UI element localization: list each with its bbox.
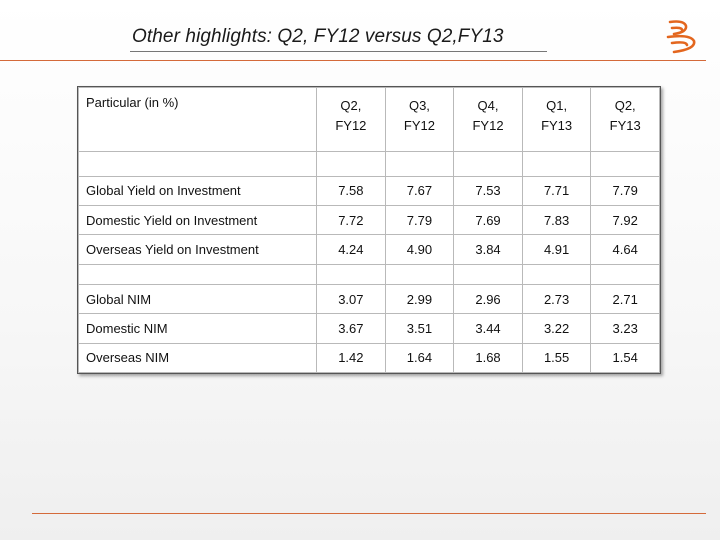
header-col-fy: FY12 <box>472 118 504 133</box>
blank-cell <box>590 150 660 177</box>
row-value: 3.22 <box>521 313 592 344</box>
header-rule <box>0 60 706 61</box>
row-label: Overseas Yield on Investment <box>77 234 318 265</box>
blank-cell <box>590 263 660 286</box>
row-value: 7.58 <box>316 175 386 207</box>
highlights-table: Particular (in %) Q2, FY12 Q3, FY12 Q4, FY1… <box>77 87 660 374</box>
header-col-q: Q3, <box>408 98 430 113</box>
header-col-q: Q2, <box>614 98 636 113</box>
row-value: 7.79 <box>384 205 455 236</box>
header-col-q: Q1, <box>546 98 568 113</box>
blank-cell <box>521 150 592 177</box>
table-row: Global Yield on Investment 7.58 7.67 7.5… <box>77 175 660 207</box>
row-value: 7.53 <box>453 175 523 207</box>
header-col-fy: FY12 <box>335 118 367 133</box>
blank-cell <box>384 263 455 286</box>
header-col-5: Q2, FY13 <box>590 87 660 152</box>
row-value: 3.07 <box>316 284 386 315</box>
row-value: 1.42 <box>316 342 386 374</box>
row-label: Overseas NIM <box>77 342 318 374</box>
table-row: Global NIM 3.07 2.99 2.96 2.73 2.71 <box>77 284 660 315</box>
header-col-1: Q2, FY12 <box>316 87 386 152</box>
footer-rule <box>32 513 706 514</box>
blank-cell <box>453 150 523 177</box>
row-value: 7.72 <box>316 205 386 236</box>
row-value: 7.69 <box>453 205 523 236</box>
row-value: 7.67 <box>384 175 455 207</box>
blank-cell <box>453 263 523 286</box>
highlights-table-container: Particular (in %) Q2, FY12 Q3, FY12 Q4, FY1… <box>77 86 661 374</box>
header-col-q: Q2, <box>340 98 362 113</box>
row-value: 1.68 <box>453 342 523 374</box>
header-col-4: Q1, FY13 <box>521 87 592 152</box>
spacer-row <box>77 263 660 286</box>
blank-cell <box>316 150 386 177</box>
table-row: Domestic Yield on Investment 7.72 7.79 7… <box>77 205 660 236</box>
table-body-group-2: Global NIM 3.07 2.99 2.96 2.73 2.71 Dome… <box>77 284 660 374</box>
table-row: Overseas NIM 1.42 1.64 1.68 1.55 1.54 <box>77 342 660 374</box>
header-col-3: Q4, FY12 <box>453 87 523 152</box>
row-value: 3.67 <box>316 313 386 344</box>
row-value: 1.64 <box>384 342 455 374</box>
row-label: Domestic Yield on Investment <box>77 205 318 236</box>
blank-cell <box>77 150 318 177</box>
row-value: 3.44 <box>453 313 523 344</box>
row-value: 2.71 <box>590 284 660 315</box>
title-underline <box>130 51 547 52</box>
table-row: Domestic NIM 3.67 3.51 3.44 3.22 3.23 <box>77 313 660 344</box>
row-value: 2.96 <box>453 284 523 315</box>
row-value: 4.24 <box>316 234 386 265</box>
row-value: 7.92 <box>590 205 660 236</box>
row-value: 7.79 <box>590 175 660 207</box>
bank-of-baroda-logo-icon <box>666 20 696 54</box>
row-value: 3.84 <box>453 234 523 265</box>
row-label: Global NIM <box>77 284 318 315</box>
blank-cell <box>384 150 455 177</box>
row-value: 7.71 <box>521 175 592 207</box>
header-col-fy: FY13 <box>541 118 573 133</box>
blank-cell <box>521 263 592 286</box>
header-col-fy: FY12 <box>403 118 435 133</box>
row-label: Global Yield on Investment <box>77 175 318 207</box>
row-value: 2.99 <box>384 284 455 315</box>
blank-cell <box>316 263 386 286</box>
header-col-2: Q3, FY12 <box>384 87 455 152</box>
row-value: 3.23 <box>590 313 660 344</box>
blank-cell <box>77 263 318 286</box>
header-col-q: Q4, <box>477 98 499 113</box>
blank-row <box>77 150 660 177</box>
row-value: 2.73 <box>521 284 592 315</box>
row-value: 4.91 <box>521 234 592 265</box>
slide-title: Other highlights: Q2, FY12 versus Q2,FY1… <box>132 26 504 47</box>
row-value: 7.83 <box>521 205 592 236</box>
row-value: 4.90 <box>384 234 455 265</box>
row-value: 1.55 <box>521 342 592 374</box>
table-row: Overseas Yield on Investment 4.24 4.90 3… <box>77 234 660 265</box>
header-particular: Particular (in %) <box>77 87 318 152</box>
row-label: Domestic NIM <box>77 313 318 344</box>
row-value: 1.54 <box>590 342 660 374</box>
header-col-fy: FY13 <box>609 118 641 133</box>
table-header-row: Particular (in %) Q2, FY12 Q3, FY12 Q4, FY1… <box>77 87 660 152</box>
row-value: 3.51 <box>384 313 455 344</box>
table-body-group-1: Global Yield on Investment 7.58 7.67 7.5… <box>77 175 660 265</box>
row-value: 4.64 <box>590 234 660 265</box>
